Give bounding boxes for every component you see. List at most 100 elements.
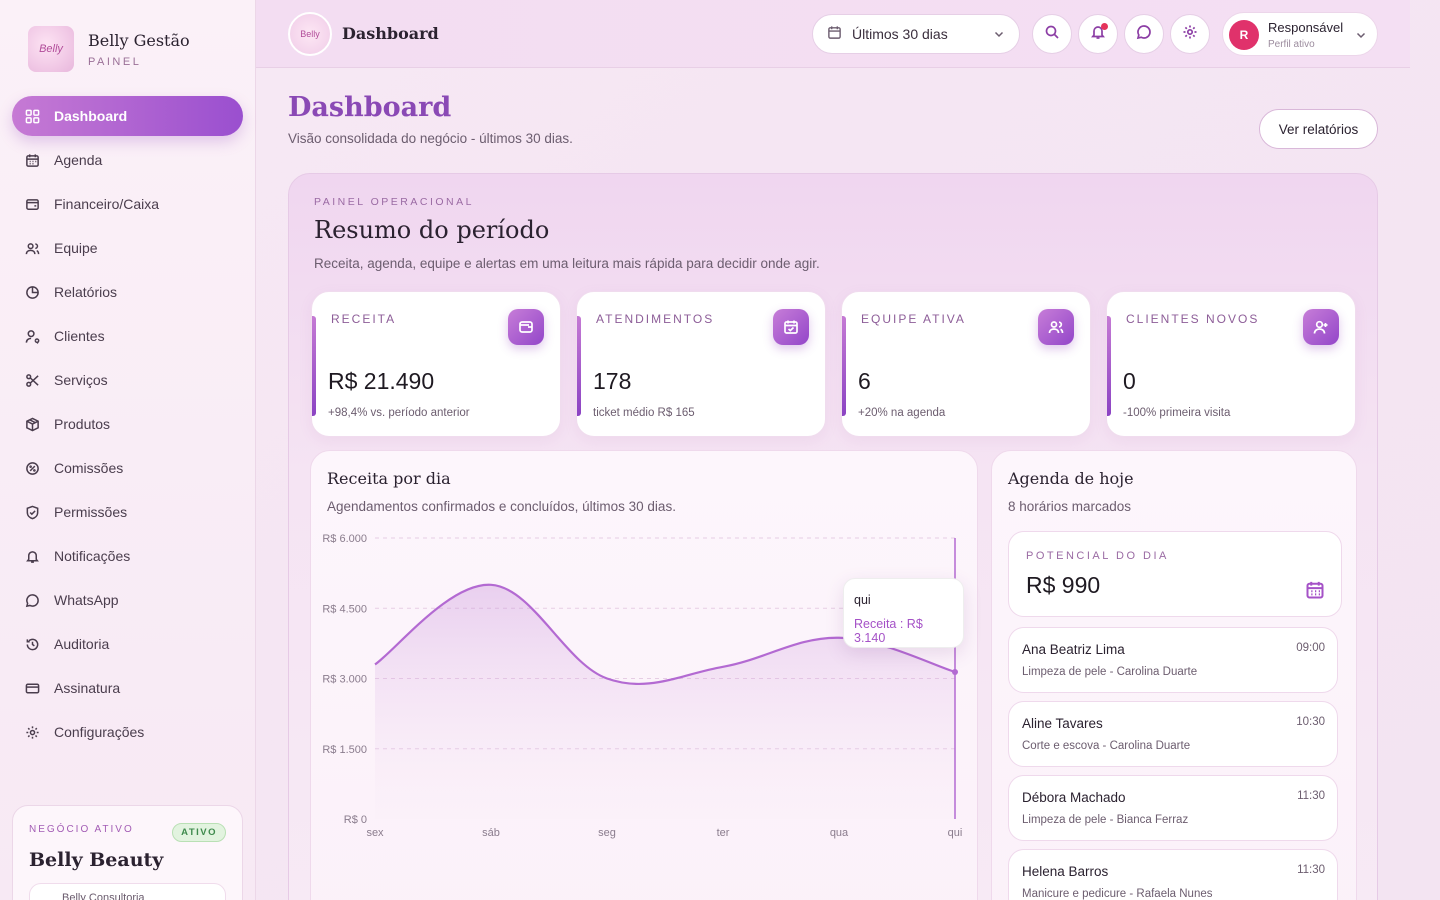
- today-agenda-card: Agenda de hoje 8 horários marcados POTEN…: [991, 450, 1357, 900]
- business-label: NEGÓCIO ATIVO: [29, 824, 134, 835]
- sidebar-item-notificacoes[interactable]: Notificações: [12, 536, 243, 576]
- x-tick-label: seg: [598, 827, 616, 839]
- search-icon: [1044, 24, 1060, 45]
- period-select[interactable]: Últimos 30 dias: [812, 14, 1020, 54]
- kpi-label: ATENDIMENTOS: [596, 312, 715, 326]
- package-icon: [24, 416, 40, 432]
- sidebar-item-whatsapp[interactable]: WhatsApp: [12, 580, 243, 620]
- kpi-accent-bar: [842, 316, 846, 416]
- brand[interactable]: Belly Belly Gestão PAINEL: [28, 26, 190, 72]
- potential-label: POTENCIAL DO DIA: [1026, 550, 1169, 562]
- kpi-card-new-clients[interactable]: CLIENTES NOVOS 0 -100% primeira visita: [1106, 291, 1356, 437]
- percent-icon: [24, 460, 40, 476]
- kpi-value: R$ 21.490: [328, 368, 435, 394]
- appointment-client: Ana Beatriz Lima: [1022, 642, 1125, 657]
- bell-icon: [24, 548, 40, 564]
- sidebar-item-configuracoes[interactable]: Configurações: [12, 712, 243, 752]
- sidebar-item-agenda[interactable]: Agenda: [12, 140, 243, 180]
- agenda-subtitle: 8 horários marcados: [1008, 499, 1132, 514]
- y-tick-label: R$ 6.000: [322, 533, 367, 545]
- kpi-card-appointments[interactable]: ATENDIMENTOS 178 ticket médio R$ 165: [576, 291, 826, 437]
- sidebar-item-label: Assinatura: [54, 680, 121, 696]
- revenue-chart[interactable]: R$ 0 R$ 1.500 R$ 3.000 R$ 4.500 R$ 6.000 sex s…: [311, 451, 979, 900]
- kpi-accent-bar: [577, 316, 581, 416]
- chart-title: Receita por dia: [327, 469, 451, 488]
- appointment-item[interactable]: Débora Machado Limpeza de pele - Bianca …: [1008, 775, 1338, 841]
- messages-button[interactable]: [1124, 14, 1164, 54]
- operational-panel: PAINEL OPERACIONAL Resumo do período Rec…: [288, 173, 1378, 900]
- header-logo-text: Belly: [300, 29, 320, 39]
- user-search-icon: [24, 328, 40, 344]
- sidebar-item-assinatura[interactable]: Assinatura: [12, 668, 243, 708]
- sidebar-item-label: Permissões: [54, 504, 128, 520]
- sidebar-item-label: Serviços: [54, 372, 108, 388]
- chevron-down-icon: [993, 27, 1005, 43]
- y-tick-label: R$ 4.500: [322, 603, 367, 615]
- sidebar-item-financeiro[interactable]: Financeiro/Caixa: [12, 184, 243, 224]
- avatar: R: [1229, 20, 1259, 50]
- calendar-icon: [1305, 580, 1325, 605]
- appointment-item[interactable]: Aline Tavares Corte e escova - Carolina …: [1008, 701, 1338, 767]
- grid-icon: [24, 108, 40, 124]
- sidebar-item-auditoria[interactable]: Auditoria: [12, 624, 243, 664]
- kpi-value: 178: [593, 368, 632, 394]
- sidebar-item-label: Comissões: [54, 460, 124, 476]
- appointment-time: 11:30: [1297, 790, 1325, 802]
- business-selector[interactable]: Belly Consultoria: [29, 883, 226, 900]
- sidebar: Belly Belly Gestão PAINEL Dashboard Agen…: [0, 0, 256, 900]
- gear-icon: [1182, 24, 1198, 45]
- notifications-button[interactable]: [1078, 14, 1118, 54]
- view-reports-button[interactable]: Ver relatórios: [1259, 109, 1378, 149]
- search-button[interactable]: [1032, 14, 1072, 54]
- chart-tooltip: qui Receita : R$ 3.140: [843, 578, 964, 648]
- y-tick-label: R$ 1.500: [322, 744, 367, 756]
- sidebar-item-permissoes[interactable]: Permissões: [12, 492, 243, 532]
- sidebar-item-label: Agenda: [54, 152, 103, 168]
- sidebar-item-comissoes[interactable]: Comissões: [12, 448, 243, 488]
- tooltip-value: Receita : R$ 3.140: [854, 617, 923, 645]
- sidebar-item-label: Relatórios: [54, 284, 118, 300]
- credit-card-icon: [24, 680, 40, 696]
- kpi-card-revenue[interactable]: RECEITA R$ 21.490 +98,4% vs. período ant…: [311, 291, 561, 437]
- history-icon: [24, 636, 40, 652]
- chat-icon: [24, 592, 40, 608]
- pie-chart-icon: [24, 284, 40, 300]
- active-business-card[interactable]: NEGÓCIO ATIVO ATIVO Belly Beauty Belly C…: [12, 805, 243, 900]
- sidebar-item-dashboard[interactable]: Dashboard: [12, 96, 243, 136]
- sidebar-item-relatorios[interactable]: Relatórios: [12, 272, 243, 312]
- user-menu[interactable]: R Responsável Perfil ativo: [1222, 12, 1378, 56]
- header-logo: Belly: [288, 12, 332, 56]
- kpi-card-team[interactable]: EQUIPE ATIVA 6 +20% na agenda: [841, 291, 1091, 437]
- appointment-item[interactable]: Ana Beatriz Lima Limpeza de pele - Carol…: [1008, 627, 1338, 693]
- x-tick-label: qui: [948, 827, 963, 839]
- sidebar-item-produtos[interactable]: Produtos: [12, 404, 243, 444]
- sidebar-item-servicos[interactable]: Serviços: [12, 360, 243, 400]
- sidebar-item-equipe[interactable]: Equipe: [12, 228, 243, 268]
- kpi-value: 6: [858, 368, 871, 394]
- user-role: Perfil ativo: [1268, 39, 1315, 50]
- status-badge: ATIVO: [172, 823, 226, 842]
- kpi-note: -100% primeira visita: [1123, 407, 1231, 419]
- appointment-time: 11:30: [1297, 864, 1325, 876]
- sidebar-item-clientes[interactable]: Clientes: [12, 316, 243, 356]
- sidebar-item-label: Notificações: [54, 548, 131, 564]
- appointment-client: Débora Machado: [1022, 790, 1126, 805]
- brand-subtitle: PAINEL: [88, 55, 142, 68]
- appointment-item[interactable]: Helena Barros Manicure e pedicure - Rafa…: [1008, 849, 1338, 900]
- period-select-value: Últimos 30 dias: [852, 26, 948, 42]
- x-tick-label: sex: [366, 827, 384, 839]
- x-tick-label: ter: [717, 827, 730, 839]
- appointment-service: Limpeza de pele - Bianca Ferraz: [1022, 814, 1189, 826]
- bell-icon: [1090, 24, 1106, 45]
- kpi-accent-bar: [312, 316, 316, 416]
- panel-title: Resumo do período: [314, 216, 550, 244]
- users-icon: [1038, 309, 1074, 345]
- settings-button[interactable]: [1170, 14, 1210, 54]
- day-potential-card: POTENCIAL DO DIA R$ 990: [1008, 531, 1342, 617]
- series-area: [375, 584, 955, 819]
- sidebar-item-label: Dashboard: [54, 108, 128, 124]
- kpi-note: +98,4% vs. período anterior: [328, 407, 470, 419]
- kpi-accent-bar: [1107, 316, 1111, 416]
- tooltip-label: qui: [854, 593, 871, 607]
- page-title: Dashboard: [288, 92, 452, 123]
